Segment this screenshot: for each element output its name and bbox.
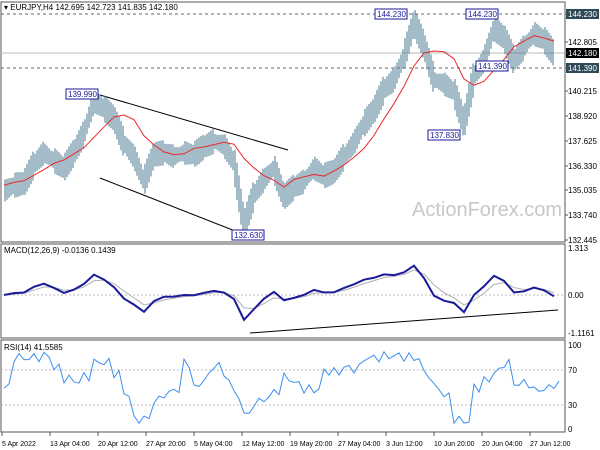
macd-tick-label: -1.1161 bbox=[568, 329, 595, 338]
x-tick-label: 3 Jun 12:00 bbox=[386, 441, 423, 448]
macd-line bbox=[3, 264, 555, 322]
y-tick-label: 135.035 bbox=[568, 186, 597, 195]
ohlc-values: 142.695 142.723 141.835 142.180 bbox=[55, 3, 178, 12]
price-panel bbox=[0, 1, 566, 243]
price-label: 139.990 bbox=[68, 90, 97, 99]
y-tick-label: 136.330 bbox=[568, 162, 597, 171]
y-tick-label: 137.625 bbox=[568, 137, 597, 146]
price-label: 132.630 bbox=[234, 231, 263, 240]
price-label: 141.390 bbox=[478, 62, 507, 71]
y-tick-label: 138.920 bbox=[568, 112, 597, 121]
rsi-panel bbox=[0, 339, 566, 433]
rsi-line bbox=[3, 350, 560, 425]
macd-signal-line bbox=[3, 269, 555, 309]
symbol: EURJPY,H4 bbox=[10, 3, 54, 12]
x-tick-label: 20 Apr 12:00 bbox=[98, 441, 138, 448]
y-tick-label: 133.740 bbox=[568, 211, 597, 220]
rsi-tick-label: 100 bbox=[568, 341, 582, 350]
channel-upper-line bbox=[99, 94, 289, 151]
y-tick-label: 144.230 bbox=[568, 10, 597, 19]
rsi-tick-label: 30 bbox=[568, 401, 577, 410]
price-label-box bbox=[65, 88, 99, 100]
y-tick-label: 141.390 bbox=[568, 64, 597, 73]
price-label-box bbox=[231, 229, 265, 241]
x-tick-label: 12 May 12:00 bbox=[242, 441, 285, 448]
macd-title: MACD(12,26,9) -0.0136 0.1439 bbox=[4, 246, 116, 255]
macd-trendline bbox=[249, 309, 559, 334]
rsi-title: RSI(14) 41.5585 bbox=[4, 343, 63, 352]
price-label: 144.230 bbox=[377, 10, 406, 19]
price-header: ▾ EURJPY,H4 142.695 142.723 141.835 142.… bbox=[4, 3, 178, 12]
price-tag bbox=[566, 48, 599, 58]
moving-average-line bbox=[3, 35, 555, 188]
x-tick-label: 27 May 04:00 bbox=[338, 441, 381, 448]
y-tick-label: 132.445 bbox=[568, 236, 597, 245]
price-label-box bbox=[465, 8, 499, 20]
x-tick-label: 13 Apr 04:00 bbox=[50, 441, 90, 448]
macd-panel bbox=[0, 243, 566, 339]
watermark: ActionForex.com bbox=[412, 199, 562, 221]
x-tick-label: 5 Apr 2022 bbox=[2, 441, 36, 448]
price-label-box bbox=[475, 60, 509, 72]
macd-tick-label: 1.313 bbox=[568, 244, 589, 253]
x-tick-label: 27 Apr 20:00 bbox=[146, 441, 186, 448]
price-label: 137.830 bbox=[430, 131, 459, 140]
price-label-box bbox=[374, 8, 408, 20]
price-tag bbox=[566, 63, 599, 73]
y-tick-label: 142.180 bbox=[568, 49, 597, 58]
rsi-tick-label: 70 bbox=[568, 366, 577, 375]
x-tick-label: 20 Jun 04:00 bbox=[482, 441, 523, 448]
x-tick-label: 19 May 20:00 bbox=[290, 441, 333, 448]
x-tick-label: 10 Jun 20:00 bbox=[434, 441, 475, 448]
price-label-box bbox=[427, 129, 461, 141]
x-tick-label: 27 Jun 12:00 bbox=[530, 441, 571, 448]
macd-tick-label: 0.00 bbox=[568, 291, 584, 300]
price-label: 144.230 bbox=[468, 10, 497, 19]
price-tag bbox=[566, 9, 599, 19]
y-tick-label: 140.215 bbox=[568, 87, 597, 96]
price-bars bbox=[4, 9, 554, 237]
x-tick-label: 5 May 04:00 bbox=[194, 441, 233, 448]
rsi-tick-label: 0 bbox=[568, 425, 573, 434]
y-tick-label: 142.805 bbox=[568, 38, 597, 47]
